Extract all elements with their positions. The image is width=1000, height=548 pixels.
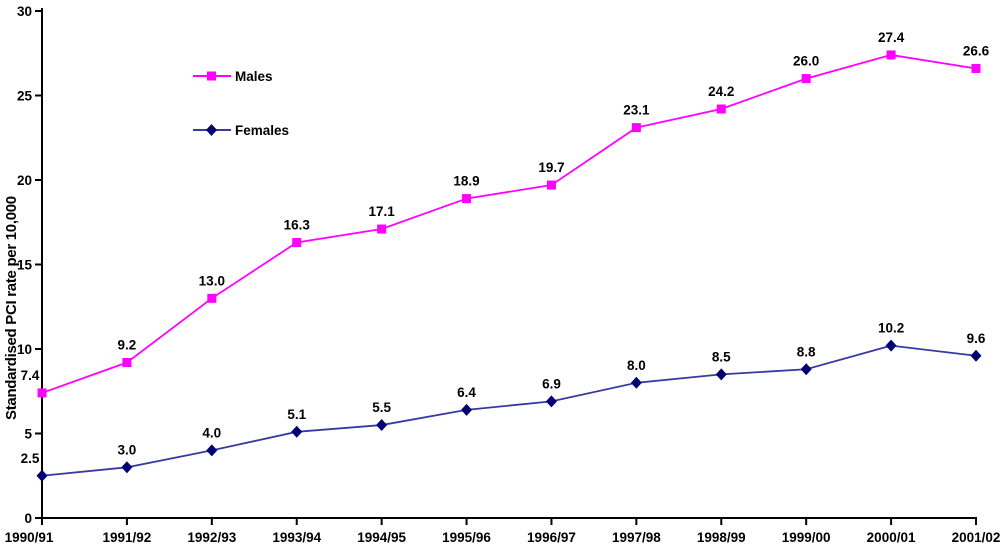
marker-females [461, 403, 473, 416]
marker-females [800, 363, 812, 376]
marker-females [206, 444, 218, 457]
series-line-males [41, 54, 977, 394]
marker-males [971, 63, 981, 73]
marker-females [885, 339, 897, 352]
marker-males [207, 293, 217, 303]
marker-females [36, 469, 48, 482]
data-label-males: 16.3 [284, 218, 311, 233]
data-label-males: 17.1 [368, 204, 395, 219]
marker-females [545, 395, 557, 408]
marker-males [546, 180, 556, 190]
x-axis-tick-label: 1991/92 [103, 530, 152, 545]
data-label-males: 18.9 [453, 174, 479, 189]
y-axis-tick-label: 10 [17, 342, 32, 357]
marker-females [630, 376, 642, 389]
males-line-marker-icon [193, 71, 231, 81]
legend-item-males: Males [192, 68, 289, 84]
marker-males [886, 50, 896, 60]
data-label-males: 24.2 [708, 84, 734, 99]
data-label-males: 19.7 [538, 160, 564, 175]
series-line-females [41, 344, 977, 477]
data-label-females: 5.5 [372, 400, 391, 415]
data-label-females: 3.0 [118, 442, 137, 457]
data-label-males: 9.2 [118, 338, 137, 353]
x-axis-tick-label: 1995/96 [442, 530, 491, 545]
data-label-males: 7.4 [21, 368, 40, 383]
x-axis-tick-label: 1997/98 [612, 530, 661, 545]
data-label-males: 26.6 [963, 43, 990, 58]
marker-males [37, 388, 47, 398]
marker-females [970, 349, 982, 362]
x-axis-tick-label: 1994/95 [357, 530, 406, 545]
y-axis-title: Standardised PCI rate per 10,000 [3, 196, 20, 420]
data-label-females: 9.6 [967, 331, 986, 346]
marker-males [716, 104, 726, 114]
females-line-marker-icon [193, 124, 231, 136]
legend-item-females: Females [192, 122, 289, 138]
marker-males [377, 224, 387, 234]
legend-label-males: Males [235, 68, 273, 84]
data-label-females: 6.4 [457, 385, 476, 400]
x-axis-tick-label: 1990/91 [5, 530, 54, 545]
data-label-females: 8.8 [797, 344, 816, 359]
y-axis-tick-label: 25 [17, 88, 33, 103]
y-axis-tick-label: 0 [24, 511, 32, 526]
marker-males [292, 238, 302, 248]
data-label-females: 6.9 [542, 376, 561, 391]
data-label-males: 26.0 [793, 54, 819, 69]
data-label-females: 2.5 [21, 451, 40, 466]
x-axis-tick-label: 1993/94 [272, 530, 321, 545]
marker-males [801, 74, 811, 84]
marker-females [715, 368, 727, 381]
data-label-females: 4.0 [202, 425, 221, 440]
x-axis-tick-label: 1996/97 [527, 530, 576, 545]
marker-males [462, 194, 472, 204]
legend-label-females: Females [235, 122, 290, 138]
data-label-males: 13.0 [199, 273, 225, 288]
marker-males [631, 123, 641, 133]
y-axis-tick-label: 20 [17, 173, 32, 188]
marker-females [291, 425, 303, 438]
y-axis-tick-label: 15 [17, 257, 33, 272]
x-axis-tick-label: 2000/01 [867, 530, 916, 545]
data-label-males: 27.4 [878, 30, 905, 45]
data-label-females: 5.1 [287, 407, 306, 422]
x-axis-tick-label: 1999/00 [782, 530, 831, 545]
x-axis-tick-label: 1992/93 [187, 530, 236, 545]
y-axis-tick-label: 5 [24, 426, 32, 441]
data-label-females: 10.2 [878, 321, 904, 336]
x-axis-tick-label: 1998/99 [697, 530, 746, 545]
x-axis-tick-label: 2001/02 [952, 530, 1000, 545]
data-label-males: 23.1 [623, 103, 650, 118]
chart-legend: Males Females [192, 68, 289, 176]
marker-females [376, 419, 388, 432]
data-label-females: 8.0 [627, 358, 646, 373]
y-axis-tick-label: 30 [17, 4, 32, 19]
data-label-females: 8.5 [712, 349, 731, 364]
marker-females [121, 461, 133, 474]
marker-males [122, 358, 132, 368]
